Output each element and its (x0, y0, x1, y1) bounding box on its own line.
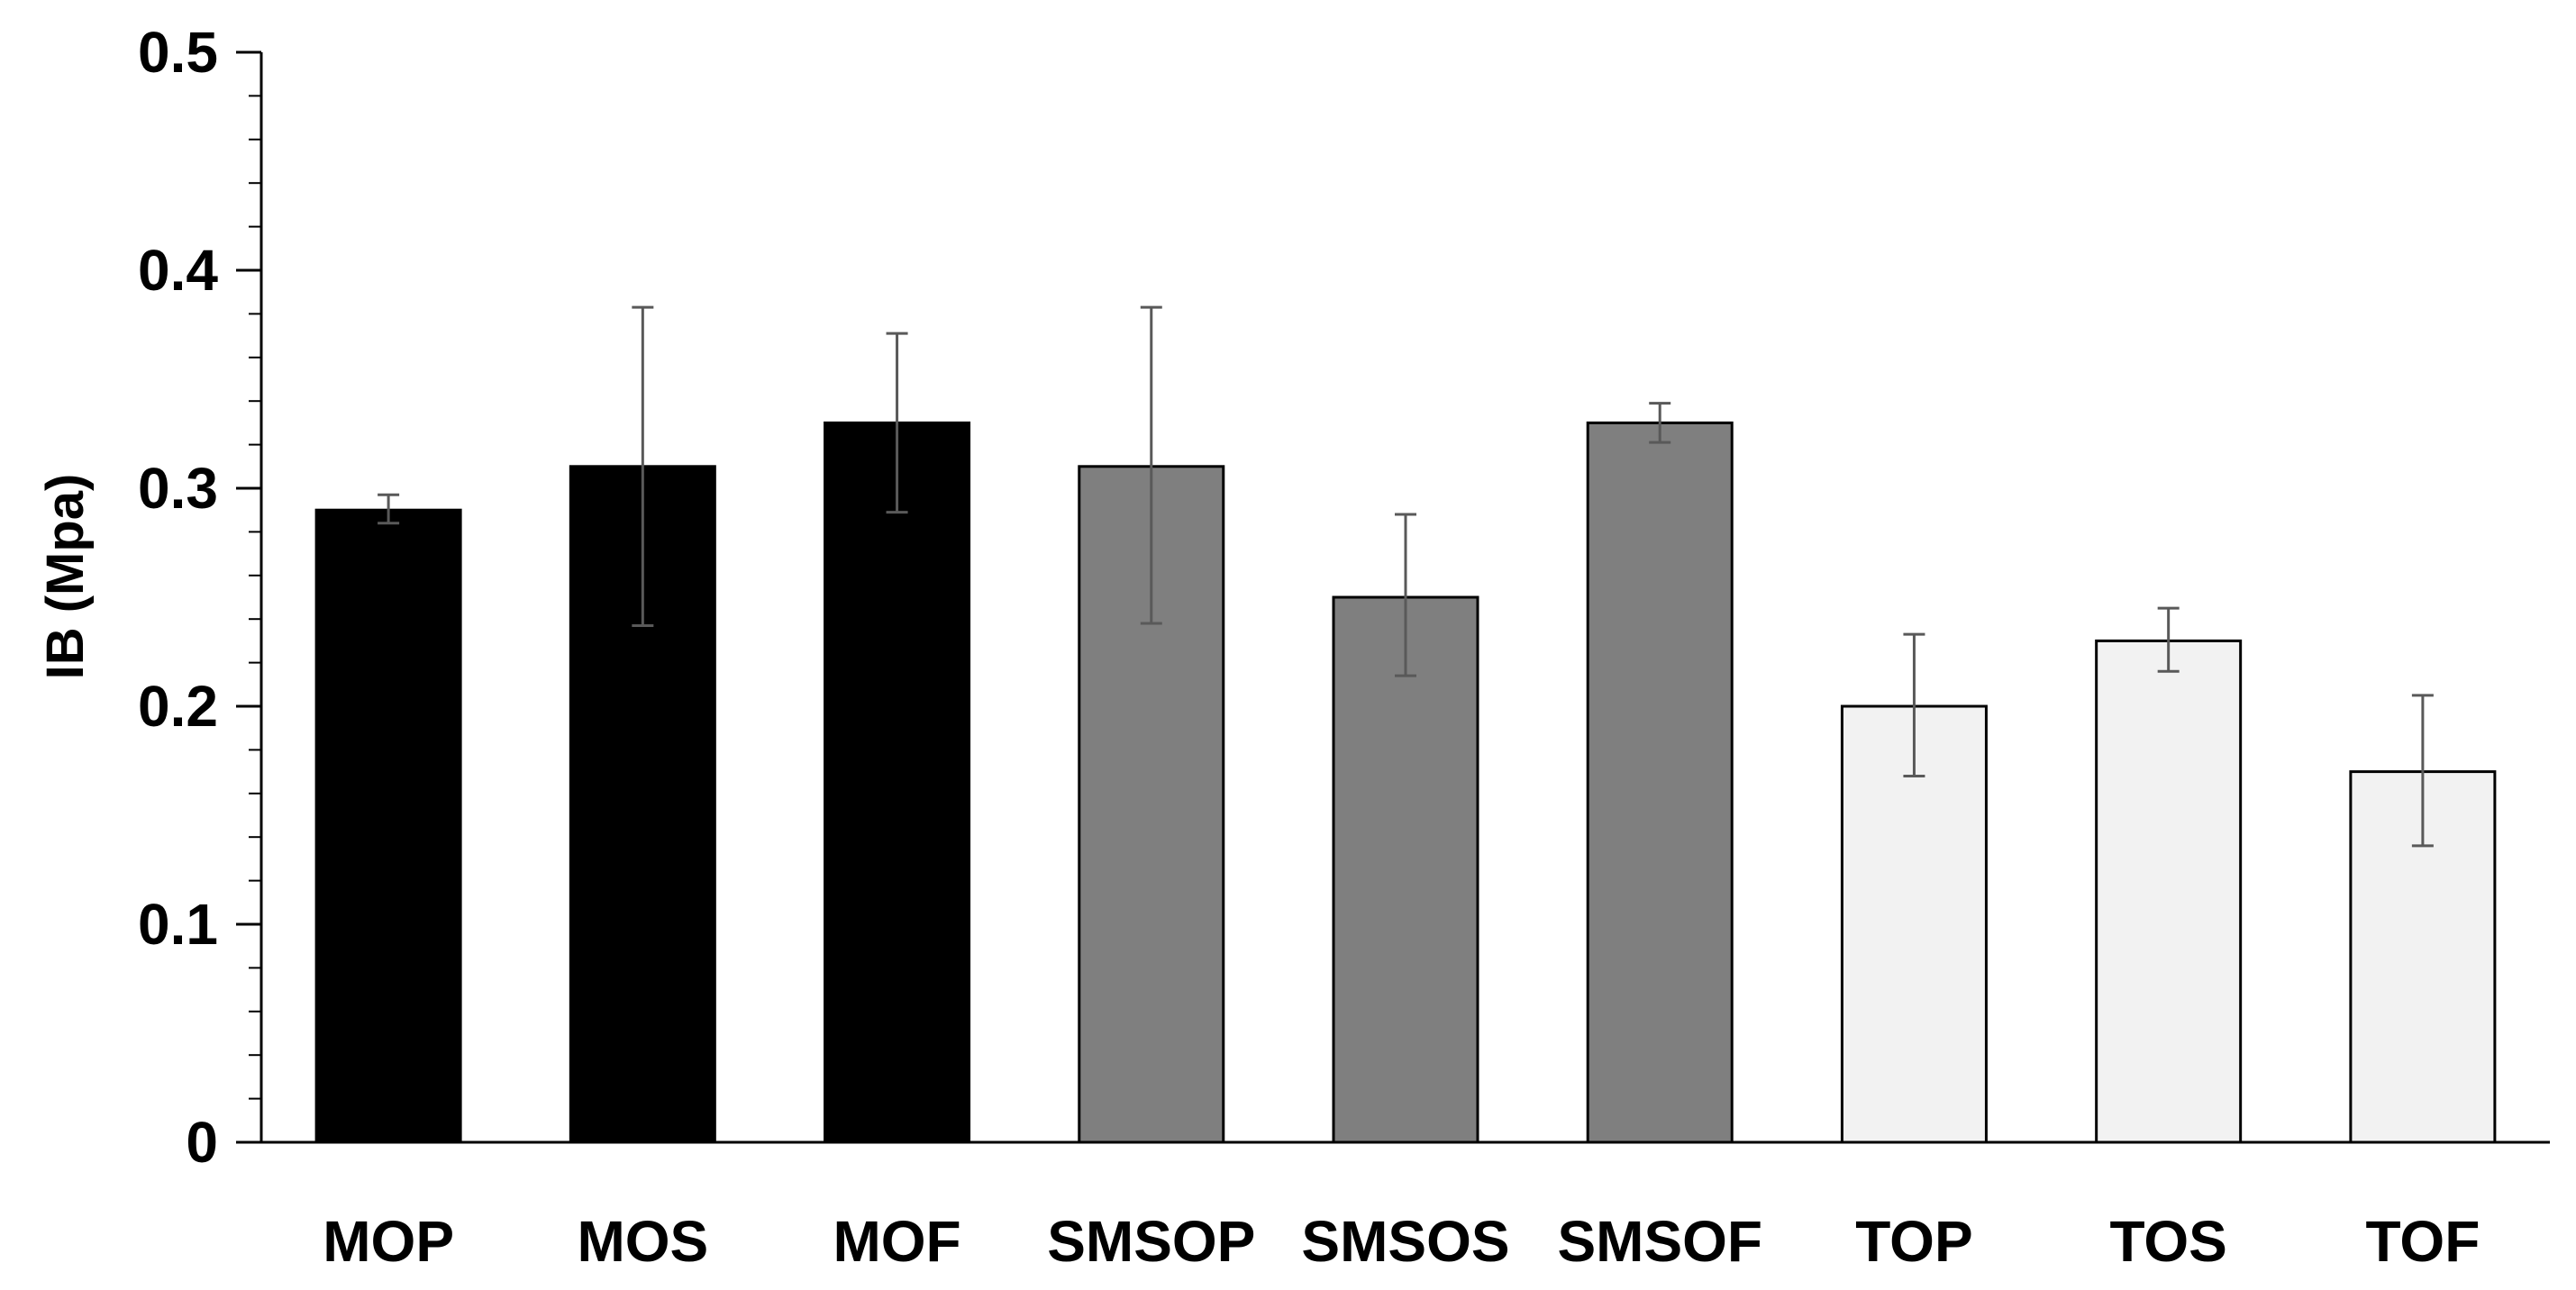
y-tick-label: 0.1 (138, 892, 218, 957)
x-tick-label-mop: MOP (323, 1209, 454, 1274)
bar-smsof (1586, 421, 1734, 1144)
bar-mof (824, 421, 971, 1144)
bar-top (1840, 704, 1988, 1144)
y-tick-label: 0 (186, 1110, 218, 1175)
y-tick-label: 0.3 (138, 456, 218, 521)
error-bars (378, 305, 2434, 848)
x-tick-label-smsos: SMSOS (1301, 1209, 1509, 1274)
x-tick-label-smsof: SMSOF (1557, 1209, 1762, 1274)
x-tick-label-mof: MOF (833, 1209, 960, 1274)
y-tick-label: 0.2 (138, 674, 218, 739)
x-axis-labels: MOP MOS MOF SMSOP SMSOS SMSOF TOP TOS TOF (323, 1209, 2480, 1274)
x-tick-label-smsop: SMSOP (1047, 1209, 1255, 1274)
y-tick-label: 0.5 (138, 20, 218, 85)
bar-mop (314, 508, 462, 1144)
x-tick-label-top: TOP (1855, 1209, 1972, 1274)
y-axis-title: IB (Mpa) (36, 474, 95, 680)
x-tick-label-tof: TOF (2365, 1209, 2480, 1274)
y-axis-minor-ticks (249, 51, 261, 1143)
y-axis-ticks: 0 0.1 0.2 0.3 0.4 0.5 (138, 20, 261, 1175)
x-tick-label-tos: TOS (2109, 1209, 2226, 1274)
bar-smsos (1332, 595, 1479, 1144)
y-tick-label: 0.4 (138, 238, 218, 303)
bar-tos (2095, 639, 2243, 1144)
bar-series (314, 421, 2497, 1144)
x-tick-label-mos: MOS (577, 1209, 708, 1274)
